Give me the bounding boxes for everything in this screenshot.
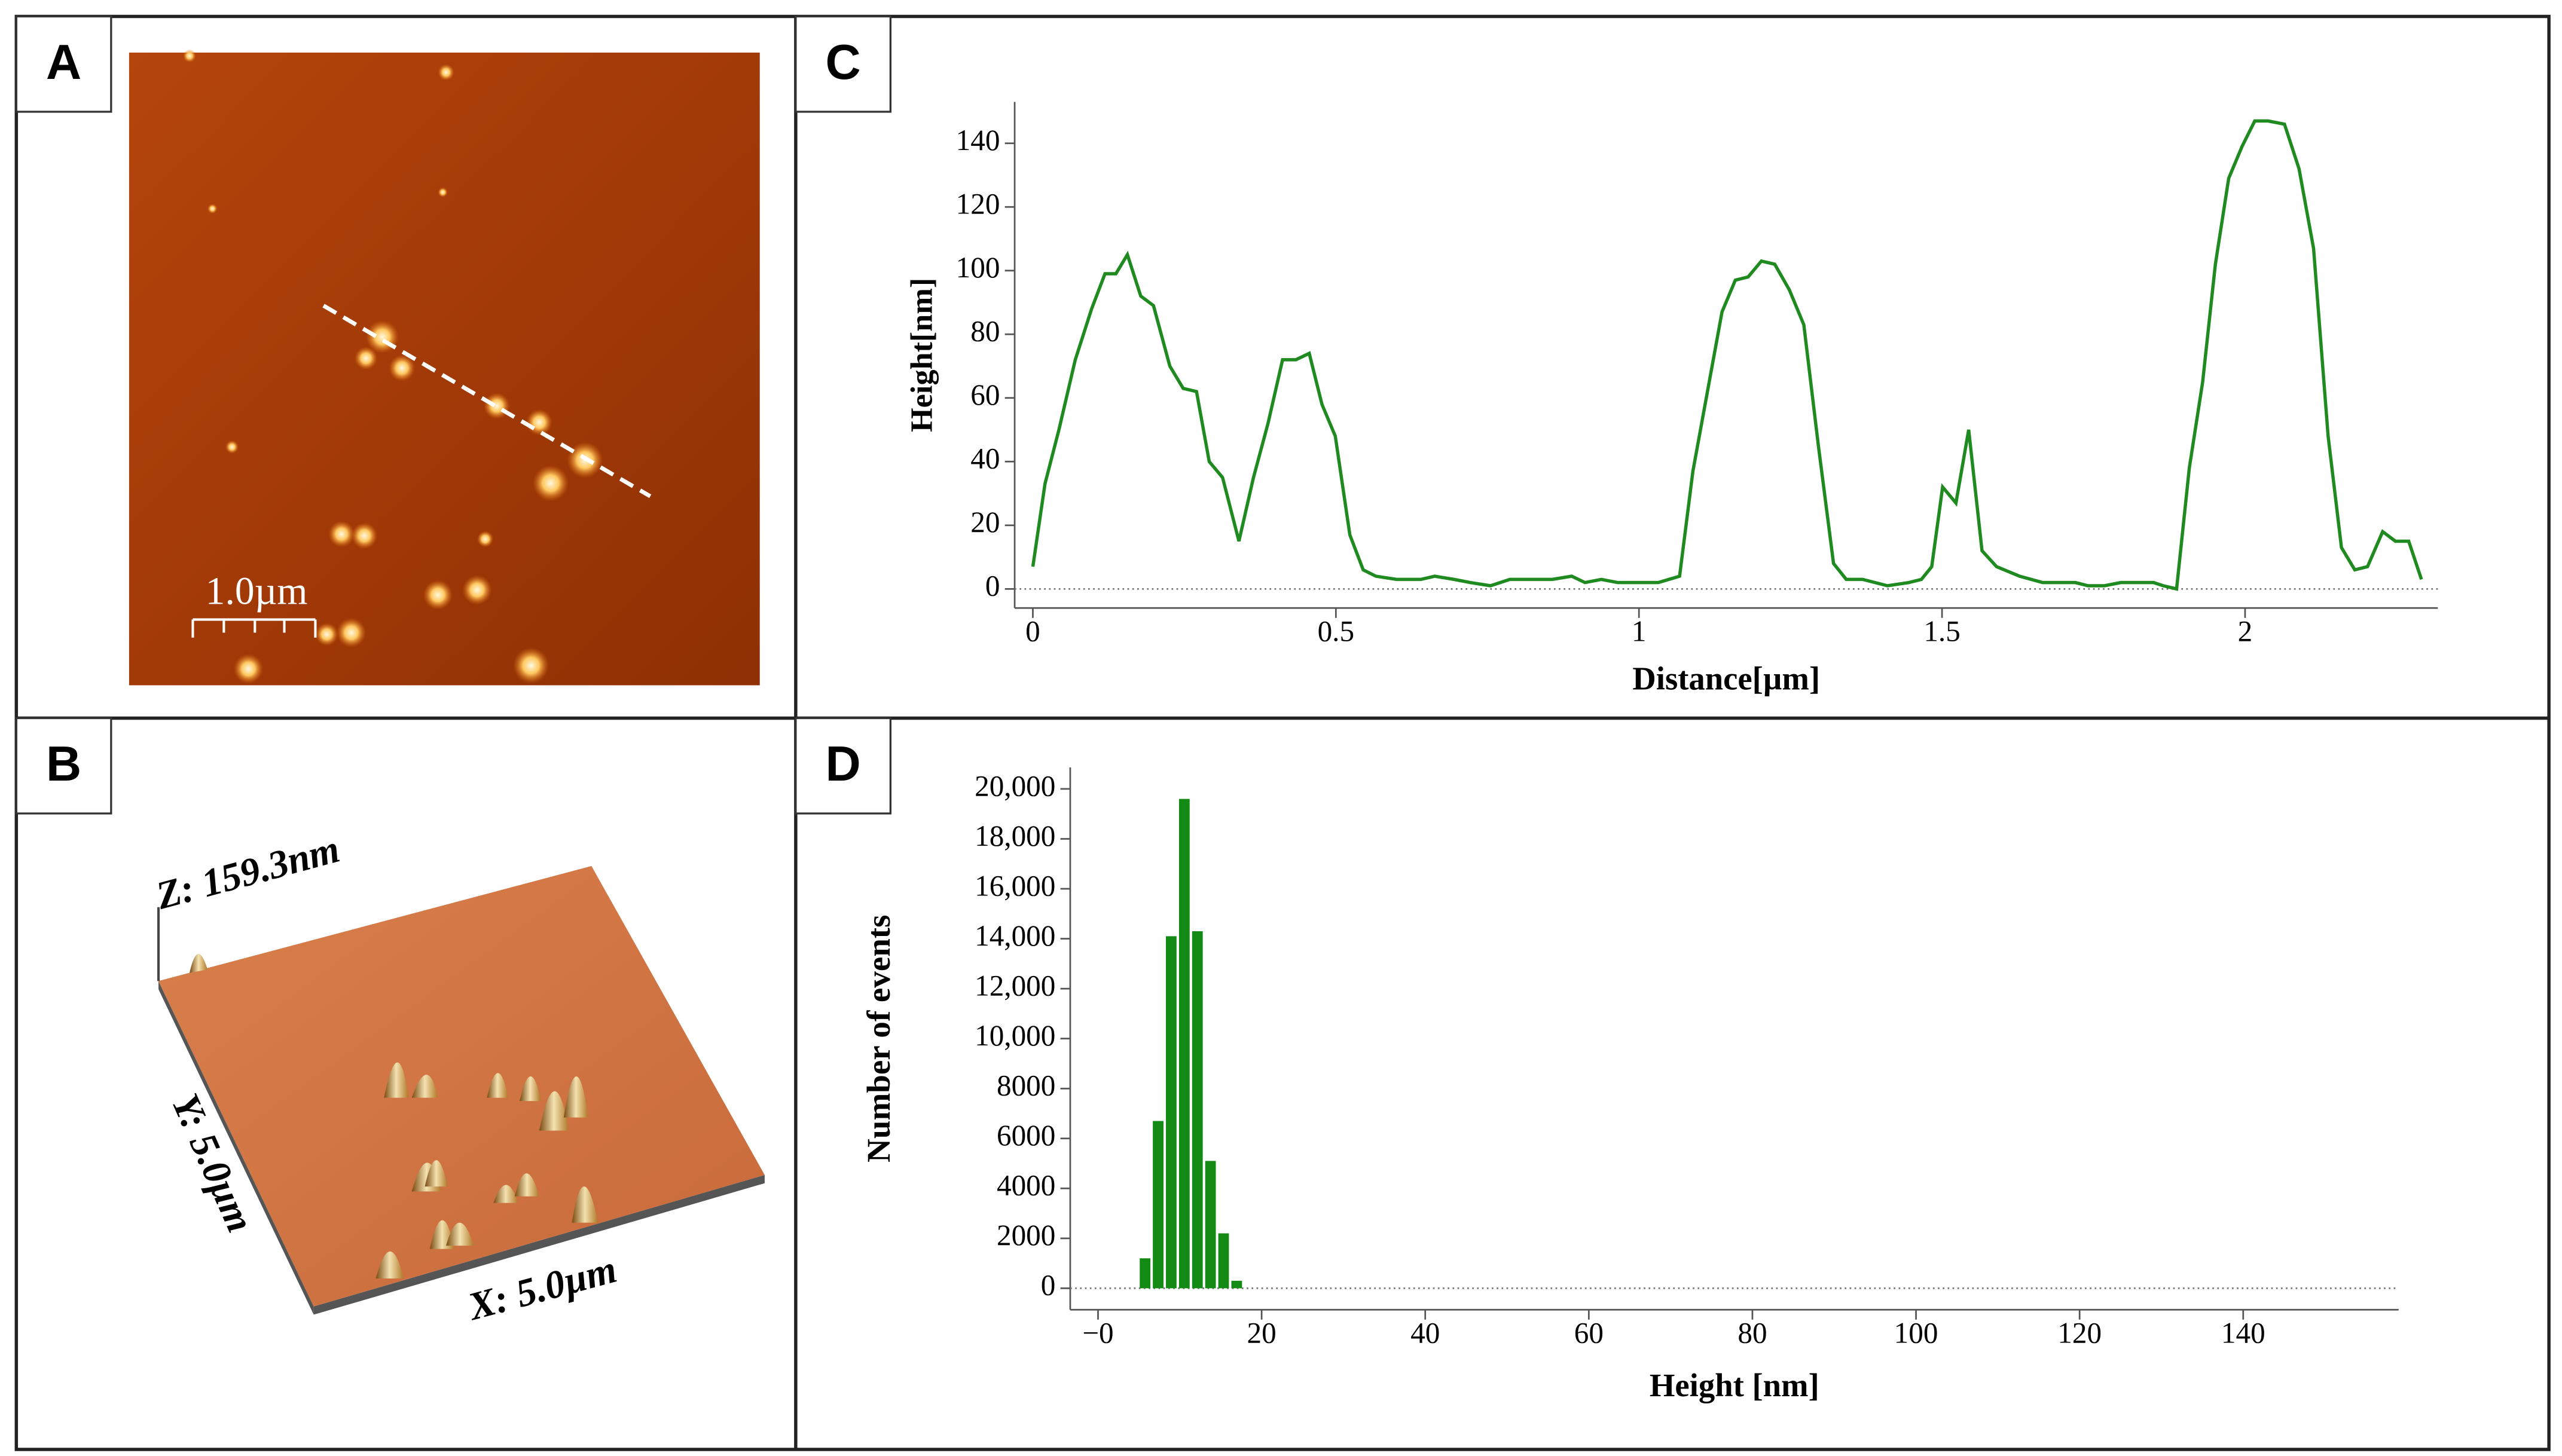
- histogram-bar: [1218, 1233, 1229, 1289]
- y-tick-label: 16,000: [975, 869, 1055, 902]
- y-tick-label: 4000: [997, 1169, 1055, 1202]
- x-tick-label: 1.5: [1923, 615, 1960, 648]
- afm-3d-surface: [157, 865, 765, 1315]
- panel-label: C: [826, 35, 861, 90]
- x-tick-label: 20: [1247, 1317, 1277, 1350]
- scale-bar-label: 1.0µm: [206, 569, 308, 613]
- x-tick-label: 60: [1574, 1317, 1604, 1350]
- y-tick-label: 120: [956, 187, 1000, 220]
- y-tick-label: 0: [985, 570, 1000, 602]
- x-tick-label: 2: [2238, 615, 2253, 648]
- x-tick-label: 120: [2057, 1317, 2102, 1350]
- panel-label: D: [826, 737, 861, 791]
- y-tick-label: 0: [1041, 1269, 1056, 1302]
- y-tick-label: 60: [970, 378, 1000, 411]
- histogram-bar: [1140, 1258, 1151, 1289]
- y-tick-label: 80: [970, 314, 1000, 347]
- histogram-bar: [1153, 1121, 1164, 1289]
- histogram-bar: [1178, 799, 1190, 1289]
- y-tick-label: 20,000: [975, 769, 1055, 802]
- y-tick-label: 6000: [997, 1119, 1055, 1152]
- y-tick-label: 100: [956, 251, 1000, 284]
- panel-label: A: [46, 35, 81, 90]
- profile-line: [1031, 119, 2423, 591]
- x-tick-label: −0: [1082, 1317, 1113, 1350]
- x-tick-label: 140: [2221, 1317, 2265, 1350]
- histogram-bar: [1205, 1161, 1216, 1289]
- histogram-bar: [1231, 1280, 1242, 1289]
- x-tick-label: 80: [1737, 1317, 1767, 1350]
- y-tick-label: 10,000: [975, 1019, 1055, 1052]
- z-axis-label: Z: 159.3nm: [151, 827, 344, 919]
- y-tick-label: 12,000: [975, 969, 1055, 1002]
- x-axis-title: Distance[µm]: [1632, 660, 1820, 696]
- x-tick-label: 0: [1025, 615, 1040, 648]
- histogram-bar: [1192, 931, 1203, 1289]
- y-tick-label: 40: [970, 442, 1000, 475]
- x-axis-title: Height [nm]: [1650, 1367, 1819, 1403]
- x-tick-label: 0.5: [1318, 615, 1354, 648]
- y-axis-title: Height[nm]: [905, 278, 939, 432]
- label-boxes: [15, 15, 892, 815]
- y-tick-label: 2000: [997, 1219, 1055, 1252]
- histogram-bar: [1166, 936, 1177, 1289]
- afm-image: [129, 49, 760, 686]
- y-tick-label: 20: [970, 506, 1000, 539]
- x-tick-label: 1: [1632, 615, 1647, 648]
- panel-label: B: [46, 737, 81, 791]
- y-axis-title: Number of events: [860, 914, 897, 1162]
- y-tick-label: 18,000: [975, 819, 1055, 852]
- x-tick-label: 100: [1894, 1317, 1938, 1350]
- x-tick-label: 40: [1410, 1317, 1440, 1350]
- y-tick-label: 14,000: [975, 919, 1055, 952]
- y-tick-label: 140: [956, 124, 1000, 157]
- y-tick-label: 8000: [997, 1069, 1055, 1102]
